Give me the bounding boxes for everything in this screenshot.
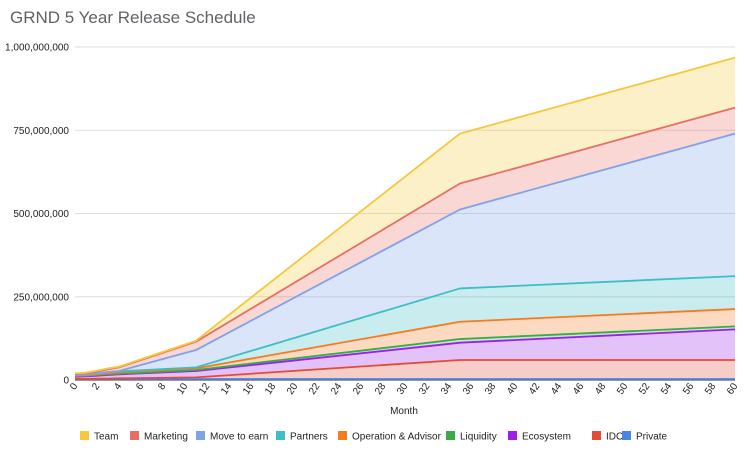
line-move-to-earn — [74, 132, 736, 376]
area-move-to-earn — [75, 133, 735, 375]
legend-item-marketing[interactable]: Marketing — [130, 431, 188, 443]
legend-label: Marketing — [144, 432, 188, 443]
area-liquidity — [75, 326, 735, 377]
x-tick-label: 24 — [329, 381, 345, 397]
x-tick-label: 22 — [307, 381, 323, 397]
x-tick-label: 20 — [285, 381, 301, 397]
x-tick-label: 38 — [483, 381, 499, 397]
legend-label: Ecosystem — [522, 432, 571, 443]
x-tick-label: 8 — [156, 381, 168, 392]
legend-item-ido[interactable]: IDO — [592, 431, 624, 443]
x-tick-label: 60 — [725, 381, 741, 397]
x-tick-label: 14 — [219, 381, 235, 397]
x-tick-label: 4 — [112, 381, 124, 392]
y-tick-label: 0 — [63, 376, 69, 387]
line-team — [74, 56, 736, 375]
y-tick-label: 250,000,000 — [13, 292, 69, 303]
x-tick-label: 48 — [593, 381, 609, 397]
x-tick-label: 28 — [373, 381, 389, 397]
y-tick-label: 500,000,000 — [13, 209, 69, 220]
x-tick-label: 34 — [439, 381, 455, 397]
legend: Team Marketing Move to earn Partners Operati… — [80, 431, 668, 443]
legend-item-private[interactable]: Private — [622, 431, 668, 443]
x-tick-label: 10 — [175, 381, 191, 397]
legend-label: IDO — [606, 432, 624, 443]
x-tick-label: 50 — [615, 381, 631, 397]
legend-label: Move to earn — [210, 432, 268, 443]
chart-title: GRND 5 Year Release Schedule — [10, 8, 256, 27]
x-tick-label: 36 — [461, 381, 477, 397]
x-axis-ticks: 0 2 4 6 8 10 12 14 16 18 20 22 24 26 28 30 32 34 36 38 40 42 4… — [68, 381, 740, 397]
area-marketing — [75, 107, 735, 376]
area-operation-advisor — [75, 309, 735, 376]
legend-swatch — [446, 431, 455, 440]
legend-swatch — [276, 431, 285, 440]
x-tick-label: 58 — [703, 381, 719, 397]
x-axis-title: Month — [390, 406, 418, 417]
x-tick-label: 44 — [549, 381, 565, 397]
x-tick-label: 32 — [417, 381, 433, 397]
x-tick-label: 42 — [527, 381, 543, 397]
y-tick-label: 1,000,000,000 — [5, 43, 69, 54]
legend-label: Operation & Advisor — [352, 432, 442, 443]
legend-label: Partners — [290, 432, 328, 443]
area-ido — [75, 360, 735, 379]
x-tick-label: 46 — [571, 381, 587, 397]
legend-swatch — [338, 431, 347, 440]
gridlines — [75, 46, 735, 381]
y-axis-ticks: 0 250,000,000 500,000,000 750,000,000 1,000,… — [5, 43, 69, 387]
legend-item-liquidity[interactable]: Liquidity — [446, 431, 497, 443]
x-tick-label: 52 — [637, 381, 653, 397]
legend-swatch — [622, 431, 631, 440]
legend-swatch — [196, 431, 205, 440]
legend-swatch — [592, 431, 601, 440]
legend-swatch — [508, 431, 517, 440]
legend-item-move-to-earn[interactable]: Move to earn — [196, 431, 268, 443]
legend-swatch — [130, 431, 139, 440]
legend-item-ecosystem[interactable]: Ecosystem — [508, 431, 571, 443]
x-tick-label: 56 — [681, 381, 697, 397]
x-tick-label: 40 — [505, 381, 521, 397]
legend-item-operation-advisor[interactable]: Operation & Advisor — [338, 431, 442, 443]
legend-item-team[interactable]: Team — [80, 431, 118, 443]
x-tick-label: 54 — [659, 381, 675, 397]
x-tick-label: 18 — [263, 381, 279, 397]
series-lines — [74, 56, 736, 380]
x-tick-label: 26 — [351, 381, 367, 397]
area-partners — [75, 276, 735, 376]
x-tick-label: 16 — [241, 381, 257, 397]
legend-label: Team — [94, 432, 118, 443]
x-tick-label: 30 — [395, 381, 411, 397]
x-tick-label: 2 — [90, 381, 102, 392]
line-ido — [75, 359, 735, 380]
x-tick-label: 6 — [134, 381, 146, 392]
legend-item-partners[interactable]: Partners — [276, 431, 328, 443]
legend-label: Liquidity — [460, 432, 497, 443]
x-tick-label: 12 — [197, 381, 213, 397]
legend-label: Private — [636, 432, 668, 443]
y-tick-label: 750,000,000 — [13, 126, 69, 137]
legend-swatch — [80, 431, 89, 440]
x-tick-label: 0 — [68, 381, 80, 392]
